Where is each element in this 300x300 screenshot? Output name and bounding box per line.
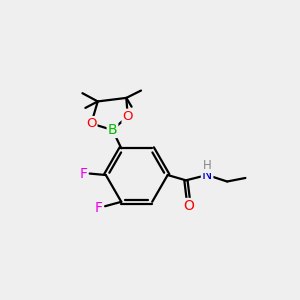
Text: H: H bbox=[203, 159, 212, 172]
Text: O: O bbox=[86, 117, 97, 130]
Text: O: O bbox=[183, 199, 194, 213]
Text: F: F bbox=[94, 201, 103, 215]
Text: F: F bbox=[79, 167, 87, 181]
Text: N: N bbox=[202, 168, 212, 182]
Text: B: B bbox=[108, 123, 117, 137]
Text: O: O bbox=[122, 110, 133, 123]
